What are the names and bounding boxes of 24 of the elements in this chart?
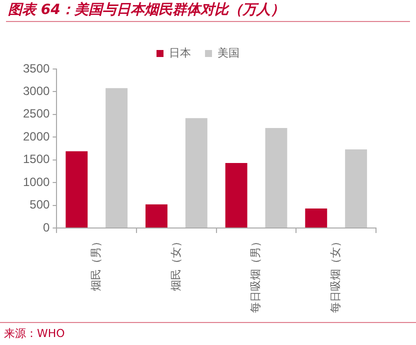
x-tick-label: 每日吸烟（女） [328, 236, 342, 313]
y-tick-label: 2500 [22, 106, 50, 121]
legend-label: 美国 [218, 46, 240, 60]
x-tick-label: 烟民（男） [89, 236, 102, 291]
source-note: 来源：WHO [4, 326, 65, 341]
x-tick-label: 烟民（女） [169, 236, 182, 291]
x-tick-label: 每日吸烟（男） [249, 236, 262, 313]
y-tick-label: 2000 [22, 129, 50, 144]
chart-title: 图表 64：美国与日本烟民群体对比（万人） [8, 1, 284, 19]
y-tick-label: 3000 [22, 84, 50, 98]
bar [146, 204, 168, 228]
y-tick-label: 3500 [22, 61, 50, 76]
bar [106, 88, 128, 228]
bar [185, 118, 208, 228]
bar [345, 149, 368, 228]
y-tick-label: 0 [43, 220, 50, 234]
bar [265, 128, 288, 228]
y-tick-label: 1500 [22, 152, 50, 166]
bar [225, 163, 248, 228]
legend-label: 日本 [169, 46, 191, 60]
y-tick-label: 1000 [22, 174, 50, 189]
y-tick-label: 500 [30, 198, 50, 212]
bar [66, 151, 88, 228]
bar [305, 208, 328, 228]
